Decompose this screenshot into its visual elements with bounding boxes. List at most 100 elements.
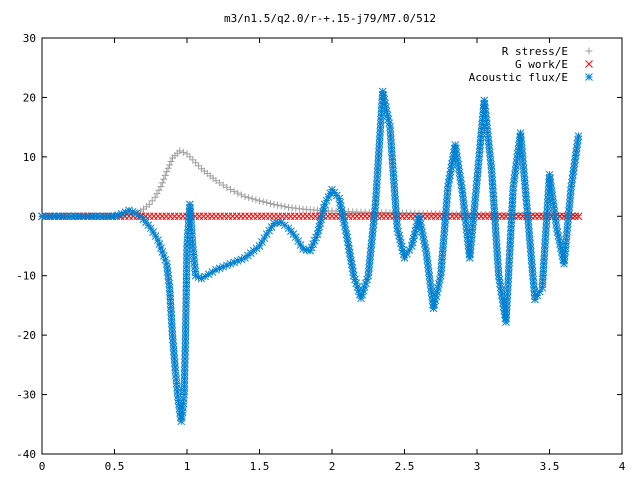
data-point xyxy=(542,215,551,223)
data-point xyxy=(223,183,231,191)
data-point xyxy=(446,167,455,176)
data-point xyxy=(121,208,130,216)
data-point xyxy=(448,156,457,164)
data-point xyxy=(253,212,262,221)
data-point xyxy=(241,212,249,221)
data-point xyxy=(228,212,237,221)
data-point xyxy=(49,212,57,221)
data-point xyxy=(219,181,227,189)
x-tick-label: 0 xyxy=(39,460,46,473)
data-point xyxy=(419,232,427,240)
x-tick-label: 1.5 xyxy=(250,460,270,473)
data-point xyxy=(245,212,253,221)
data-point xyxy=(162,212,171,221)
data-point xyxy=(151,193,159,201)
data-point xyxy=(540,255,548,264)
data-point xyxy=(299,212,307,221)
data-point xyxy=(455,164,463,173)
data-point xyxy=(216,179,224,187)
data-point xyxy=(266,212,274,221)
y-tick-label: 0 xyxy=(29,210,36,223)
data-point xyxy=(281,203,289,211)
data-point xyxy=(224,212,233,221)
data-point xyxy=(155,186,163,194)
data-point xyxy=(343,234,352,242)
y-tick-label: -10 xyxy=(16,270,36,283)
data-series xyxy=(38,87,583,426)
data-point xyxy=(322,196,331,205)
data-point xyxy=(509,178,518,187)
data-point xyxy=(166,212,175,221)
data-point xyxy=(307,212,316,221)
x-tick-label: 0.5 xyxy=(105,460,125,473)
data-point xyxy=(533,291,542,300)
legend-marker xyxy=(585,60,593,68)
data-point xyxy=(227,186,234,194)
data-point xyxy=(56,212,64,221)
y-tick-label: -20 xyxy=(16,329,36,342)
legend-marker xyxy=(585,47,593,55)
x-tick-label: 2 xyxy=(329,460,336,473)
data-point xyxy=(496,279,504,288)
data-point xyxy=(107,212,115,221)
data-point xyxy=(574,212,583,221)
data-point xyxy=(260,234,269,242)
data-point xyxy=(220,212,229,221)
data-point xyxy=(158,212,166,221)
data-point xyxy=(342,230,351,238)
data-point xyxy=(486,152,495,161)
data-point xyxy=(230,187,238,195)
y-tick-label: 30 xyxy=(23,32,36,45)
data-point xyxy=(199,212,208,221)
data-point xyxy=(161,171,169,179)
data-point xyxy=(88,212,97,221)
data-point xyxy=(256,197,263,205)
data-point xyxy=(154,212,162,221)
data-point xyxy=(160,175,168,183)
data-point xyxy=(571,155,580,164)
data-point xyxy=(290,212,299,221)
data-point xyxy=(192,159,200,167)
data-point xyxy=(424,264,433,272)
data-point xyxy=(248,195,256,203)
series-2 xyxy=(38,87,583,426)
data-point xyxy=(405,246,414,254)
data-point xyxy=(274,201,282,209)
data-point xyxy=(438,247,447,256)
data-point xyxy=(179,148,187,156)
data-point xyxy=(489,192,498,201)
legend-label: G work/E xyxy=(515,58,568,71)
data-point xyxy=(358,290,367,299)
data-point xyxy=(189,156,197,164)
data-point xyxy=(203,212,212,221)
chart-title: m3/n1.5/q2.0/r-+.15-j79/M7.0/512 xyxy=(224,12,436,25)
data-point xyxy=(460,200,468,209)
data-point xyxy=(303,212,311,221)
data-point xyxy=(347,260,356,269)
data-point xyxy=(368,232,377,240)
data-point xyxy=(261,212,270,221)
plot-frame xyxy=(41,37,623,455)
data-point xyxy=(259,198,267,206)
data-point xyxy=(270,200,278,208)
y-tick-label: -30 xyxy=(16,389,36,402)
data-point xyxy=(277,202,285,210)
data-point xyxy=(245,194,253,202)
data-point xyxy=(249,212,258,221)
data-point xyxy=(150,212,158,221)
data-point xyxy=(237,212,245,221)
data-point xyxy=(195,212,204,221)
data-point xyxy=(167,157,175,165)
data-point xyxy=(183,150,191,158)
data-point xyxy=(286,212,295,221)
data-point xyxy=(174,212,183,221)
legend-marker xyxy=(585,73,593,81)
data-point xyxy=(186,208,195,217)
data-point xyxy=(418,228,427,236)
data-point xyxy=(574,132,583,140)
y-tick-label: 10 xyxy=(23,151,36,164)
data-point xyxy=(212,212,220,221)
data-point xyxy=(208,212,216,221)
